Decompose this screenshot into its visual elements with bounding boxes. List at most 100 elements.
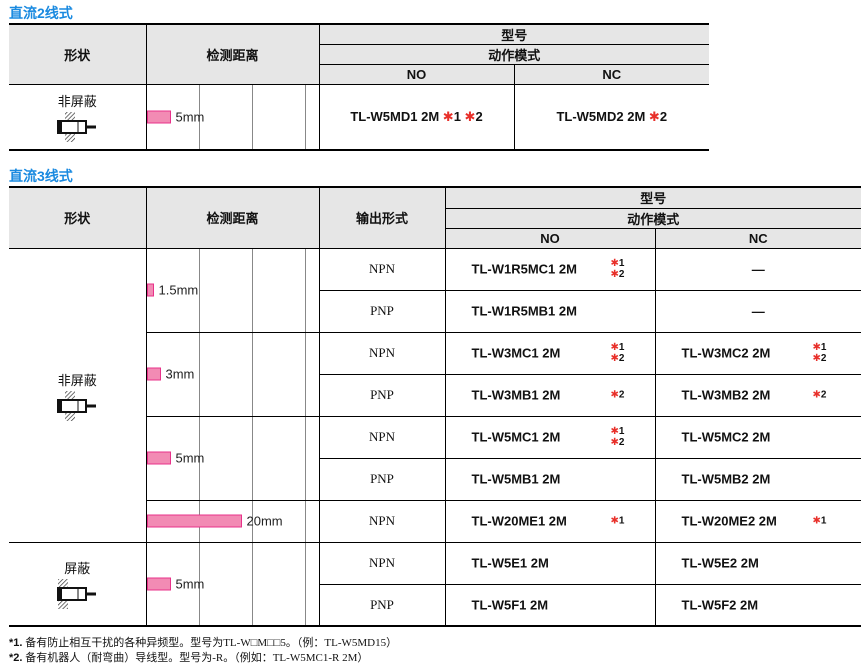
- model-name: TL-W5E1 2M: [471, 555, 549, 571]
- header-mode: 动作模式: [319, 44, 710, 65]
- model-no: TL-W5MB1 2M: [444, 457, 656, 501]
- distance-bar: [146, 514, 242, 528]
- distance-bar: [146, 577, 171, 591]
- note-marks: ✱1: [812, 515, 827, 527]
- model-no: TL-W3MB1 2M ✱2: [444, 373, 656, 417]
- output-type: NPN: [318, 331, 446, 375]
- header-distance: 检测距离: [145, 186, 320, 249]
- model-nc: —: [654, 289, 862, 333]
- model-no: TL-W5MC1 2M ✱1 ✱2: [444, 415, 656, 459]
- header-output: 输出形式: [318, 186, 446, 249]
- model-name: TL-W20ME1 2M: [471, 513, 567, 529]
- shape-label: 非屏蔽: [57, 372, 97, 388]
- distance-label: 3mm: [165, 366, 195, 382]
- model-no: TL-W5MD1 2M ✱1 ✱2: [318, 84, 515, 150]
- section-title-2wire: 直流2线式: [9, 5, 73, 21]
- model-name: TL-W5MC1 2M: [471, 429, 561, 445]
- model-name: TL-W1R5MC1 2M: [471, 261, 577, 277]
- footnote-mark: *1.: [9, 637, 23, 649]
- model-name: TL-W5F2 2M: [681, 597, 759, 613]
- distance-label: 5mm: [175, 109, 205, 125]
- distance-bar: [146, 367, 161, 381]
- model-no: TL-W3MC1 2M ✱1 ✱2: [444, 331, 656, 375]
- distance-bar: [146, 451, 171, 465]
- model-nc: TL-W5F2 2M: [654, 583, 862, 627]
- header-shape: 形状: [9, 186, 147, 249]
- unshielded-sensor-icon: [9, 390, 146, 421]
- distance-bar: [146, 110, 171, 124]
- header-nc: NC: [513, 64, 710, 85]
- unshielded-sensor-icon: [9, 112, 146, 143]
- model-no: TL-W1R5MB1 2M: [444, 289, 656, 333]
- model-nc: TL-W5MC2 2M: [654, 415, 862, 459]
- output-type: NPN: [318, 247, 446, 291]
- note-marks: ✱1 ✱2: [610, 426, 625, 448]
- distance-label: 5mm: [175, 576, 205, 592]
- note-marks: ✱1 ✱2: [812, 342, 827, 364]
- model-no: TL-W5E1 2M: [444, 541, 656, 585]
- output-type: PNP: [319, 373, 446, 417]
- output-type: PNP: [319, 583, 446, 627]
- output-type: NPN: [318, 415, 446, 459]
- table-row: 非屏蔽 1.5mm NPN TL-W1R5MC1 2M ✱1 ✱2—: [9, 247, 862, 543]
- distance-label: 5mm: [175, 450, 205, 466]
- header-no: NO: [445, 227, 656, 249]
- table-row: 屏蔽 5mm NPN TL-W5E1 2M TL-W5E2 2M: [9, 541, 862, 627]
- model-name: TL-W5MC2 2M: [681, 429, 771, 445]
- distance-cell: 20mm: [146, 499, 320, 543]
- output-type: PNP: [319, 457, 446, 501]
- model-nc: TL-W5MB2 2M: [654, 457, 862, 501]
- model-name: TL-W1R5MB1 2M: [471, 303, 577, 319]
- model-nc: TL-W5E2 2M: [654, 541, 862, 585]
- distance-label: 20mm: [246, 513, 283, 529]
- model-no: TL-W20ME1 2M ✱1: [444, 499, 656, 543]
- header-model: 型号: [318, 23, 710, 45]
- distance-cell: 1.5mm: [145, 247, 320, 333]
- model-name: TL-W5F1 2M: [471, 597, 549, 613]
- footnote-1: *1. 备有防止相互干扰的各种异频型。型号为TL-W□M□□5。（例：TL-W5…: [9, 634, 397, 650]
- shielded-sensor-icon: [9, 579, 146, 610]
- distance-cell: 5mm: [145, 541, 320, 627]
- distance-cell: 5mm: [145, 84, 320, 150]
- model-no: TL-W1R5MC1 2M ✱1 ✱2: [444, 247, 656, 291]
- model-nc: —: [654, 247, 862, 291]
- shape-label: 非屏蔽: [57, 94, 97, 110]
- table-2wire: 形状 检测距离 型号 动作模式 NO NC 非屏蔽 5mm TL-W5MD1 2M ✱…: [9, 23, 710, 151]
- header-shape: 形状: [9, 23, 147, 85]
- shape-cell: 非屏蔽: [9, 247, 147, 543]
- header-no: NO: [319, 64, 515, 85]
- footnote-text: 备有防止相互干扰的各种异频型。型号为TL-W□M□□5。（例：TL-W5MD15…: [25, 637, 398, 649]
- header-model: 型号: [444, 186, 862, 209]
- note-marks: ✱1 ✱2: [610, 342, 625, 364]
- model-no: TL-W5F1 2M: [444, 583, 656, 627]
- model-name: TL-W3MB2 2M: [681, 387, 771, 403]
- model-nc: TL-W3MB2 2M ✱2: [654, 373, 862, 417]
- note-marks: ✱2: [610, 389, 625, 401]
- model-name: TL-W20ME2 2M: [681, 513, 777, 529]
- output-type: PNP: [319, 289, 446, 333]
- note-marks: ✱1 ✱2: [610, 258, 625, 280]
- model-nc: TL-W20ME2 2M ✱1: [654, 499, 862, 543]
- table-row: PNP TL-W5F1 2M TL-W5F2 2M: [9, 583, 862, 627]
- shape-label: 屏蔽: [64, 561, 91, 577]
- model-nc: TL-W5MD2 2M ✱2: [513, 84, 710, 150]
- distance-bar: [146, 283, 154, 297]
- model-name: TL-W5MD2 2M: [556, 108, 646, 124]
- model-name: TL-W5MB2 2M: [681, 471, 771, 487]
- header-distance: 检测距离: [145, 23, 320, 85]
- model-name: TL-W3MB1 2M: [471, 387, 561, 403]
- footnote-text: 备有机器人（耐弯曲）导线型。型号为-R。（例如：TL-W5MC1-R 2M）: [25, 652, 369, 664]
- footnote-mark: *2.: [9, 652, 23, 664]
- output-type: NPN: [318, 541, 446, 585]
- note-marks: ✱1: [610, 515, 625, 527]
- table-row: 5mm NPN TL-W5MC1 2M ✱1 ✱2 TL-W5MC2 2M: [9, 415, 862, 501]
- model-nc: TL-W3MC2 2M ✱1 ✱2: [654, 331, 862, 375]
- distance-cell: 3mm: [146, 331, 320, 417]
- table-3wire: 形状 检测距离 输出形式 型号 动作模式 NO NC 非屏蔽 1.5mm NPN TL-W1…: [9, 186, 862, 627]
- model-name: TL-W3MC1 2M: [471, 345, 561, 361]
- shape-cell: 非屏蔽: [9, 84, 147, 150]
- distance-cell: 5mm: [146, 415, 320, 501]
- footnote-2: *2. 备有机器人（耐弯曲）导线型。型号为-R。（例如：TL-W5MC1-R 2…: [9, 649, 368, 665]
- distance-label: 1.5mm: [158, 282, 199, 298]
- model-name: TL-W3MC2 2M: [681, 345, 771, 361]
